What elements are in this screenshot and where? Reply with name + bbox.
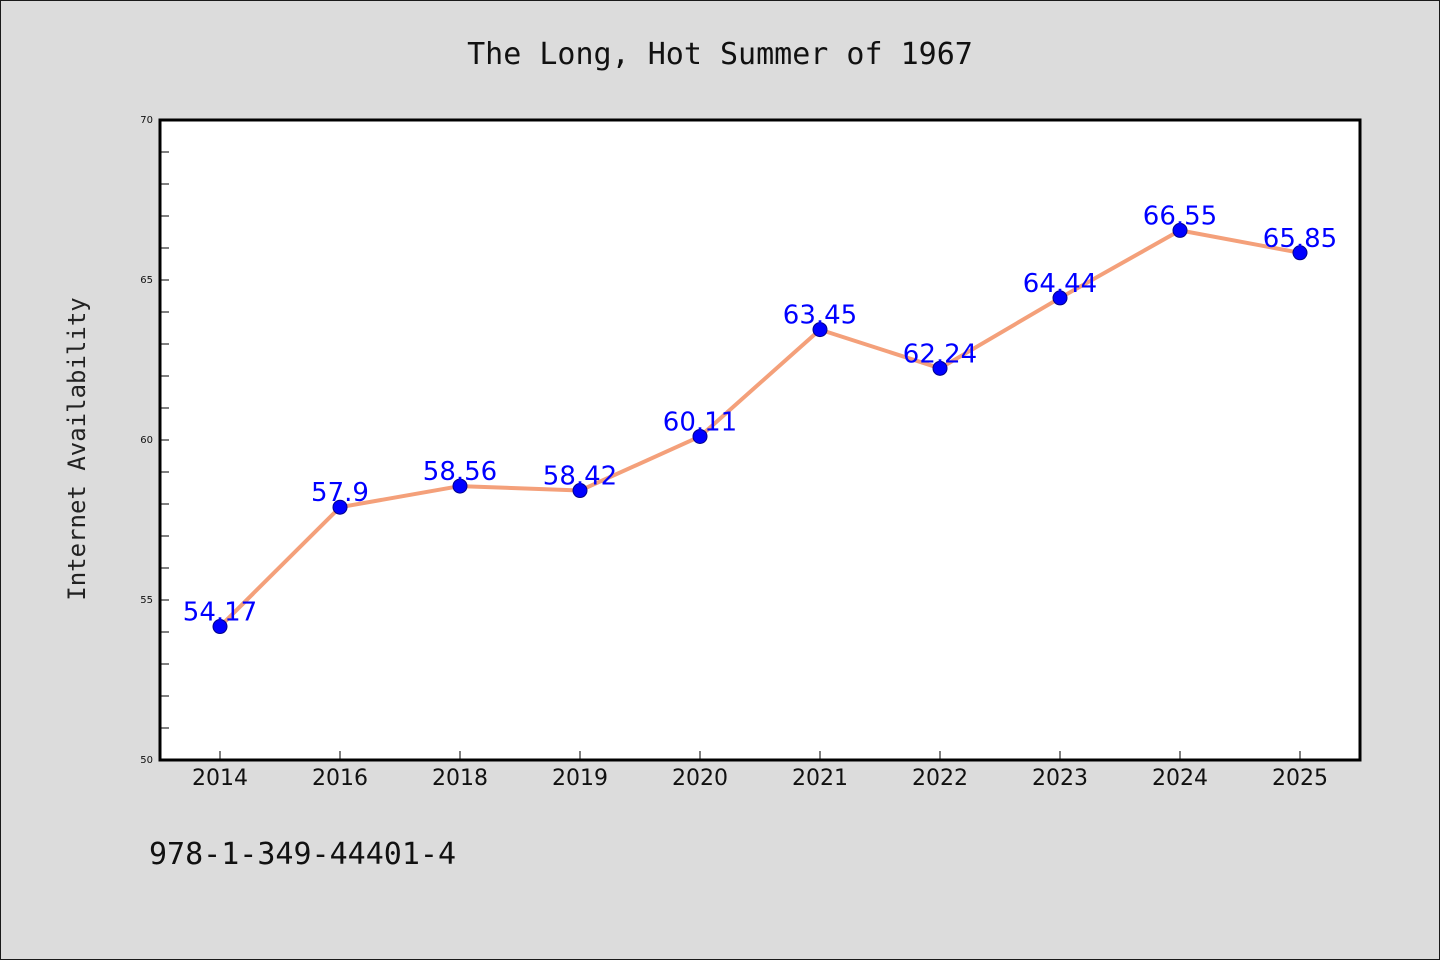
x-tick-label: 2020 [672, 766, 728, 791]
plot-area [158, 118, 1362, 762]
data-label: 64.44 [1023, 269, 1097, 299]
y-tick-label: 65 [140, 275, 153, 286]
data-label: 63.45 [783, 301, 857, 331]
data-point [572, 483, 588, 499]
x-tick-label: 2023 [1032, 766, 1088, 791]
x-tick-label: 2025 [1272, 766, 1328, 791]
data-label: 65.85 [1263, 224, 1337, 254]
x-tick-label: 2021 [792, 766, 848, 791]
data-label: 54.17 [183, 598, 257, 628]
data-point [1052, 290, 1068, 306]
x-tick-label: 2018 [432, 766, 488, 791]
data-point [452, 478, 468, 494]
data-point [332, 499, 348, 515]
data-label: 60.11 [663, 407, 737, 437]
x-tick-label: 2014 [192, 766, 248, 791]
data-point [212, 619, 228, 635]
data-label: 66.55 [1143, 201, 1217, 231]
y-axis-label: Internet Availability [63, 297, 91, 600]
y-tick-label: 60 [140, 435, 153, 446]
footer-isbn: 978-1-349-44401-4 [149, 837, 456, 872]
data-point [932, 360, 948, 376]
data-point [812, 322, 828, 338]
x-tick-label: 2016 [312, 766, 368, 791]
data-label: 57.9 [311, 478, 369, 508]
x-tick-label: 2019 [552, 766, 608, 791]
data-point [1292, 245, 1308, 261]
data-label: 62.24 [903, 339, 977, 369]
data-point [1172, 222, 1188, 238]
y-tick-label: 50 [140, 755, 153, 766]
x-tick-label: 2022 [912, 766, 968, 791]
y-tick-label: 55 [140, 595, 153, 606]
series-line [218, 228, 1302, 629]
x-tick-label: 2024 [1152, 766, 1208, 791]
chart-title: The Long, Hot Summer of 1967 [467, 37, 973, 72]
data-labels-layer: 54.17 57.9 58.56 58.42 60.11 63.45 62.24 64.44 6… [183, 201, 1337, 627]
y-tick-label: 70 [140, 115, 153, 126]
axes-layer: 50 55 60 65 70 2014 2016 2018 2019 2020 2021 2022 20… [140, 115, 1328, 791]
series-layer [212, 222, 1308, 635]
data-point [692, 428, 708, 444]
data-label: 58.56 [423, 457, 497, 487]
data-label: 58.42 [543, 462, 617, 492]
